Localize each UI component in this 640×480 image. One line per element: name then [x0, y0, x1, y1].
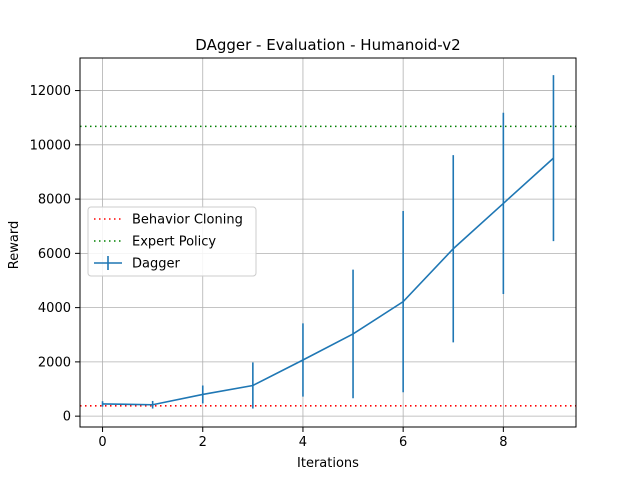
legend-box: [87, 206, 257, 277]
y-tick-label: 2000: [38, 355, 71, 370]
series: [101, 75, 555, 409]
legend-label: Expert Policy: [132, 235, 216, 250]
y-tick-label: 4000: [38, 301, 71, 316]
legend: Behavior Cloning Expert Policy Dagger: [87, 206, 257, 277]
axis-ticks: 0 2 4 6 8 0 2000 4000 6000 8000 10000 12000: [30, 84, 508, 450]
x-tick-label: 0: [98, 435, 106, 450]
y-tick-label: 8000: [38, 193, 71, 208]
y-tick-label: 10000: [30, 138, 71, 153]
legend-label: Behavior Cloning: [132, 213, 243, 228]
chart-title: DAgger - Evaluation - Humanoid-v2: [195, 36, 460, 54]
x-tick-label: 4: [299, 435, 307, 450]
x-tick-label: 2: [199, 435, 207, 450]
y-tick-label: 12000: [30, 84, 71, 99]
series-line: [102, 157, 554, 406]
y-axis-label: Reward: [7, 221, 22, 269]
x-axis-label: Iterations: [297, 456, 359, 471]
plot-area: [79, 57, 577, 428]
y-tick-label: 0: [63, 410, 71, 425]
x-tick-label: 6: [399, 435, 407, 450]
y-tick-label: 6000: [38, 247, 71, 262]
x-tick-label: 8: [499, 435, 507, 450]
legend-label: Dagger: [132, 257, 180, 272]
